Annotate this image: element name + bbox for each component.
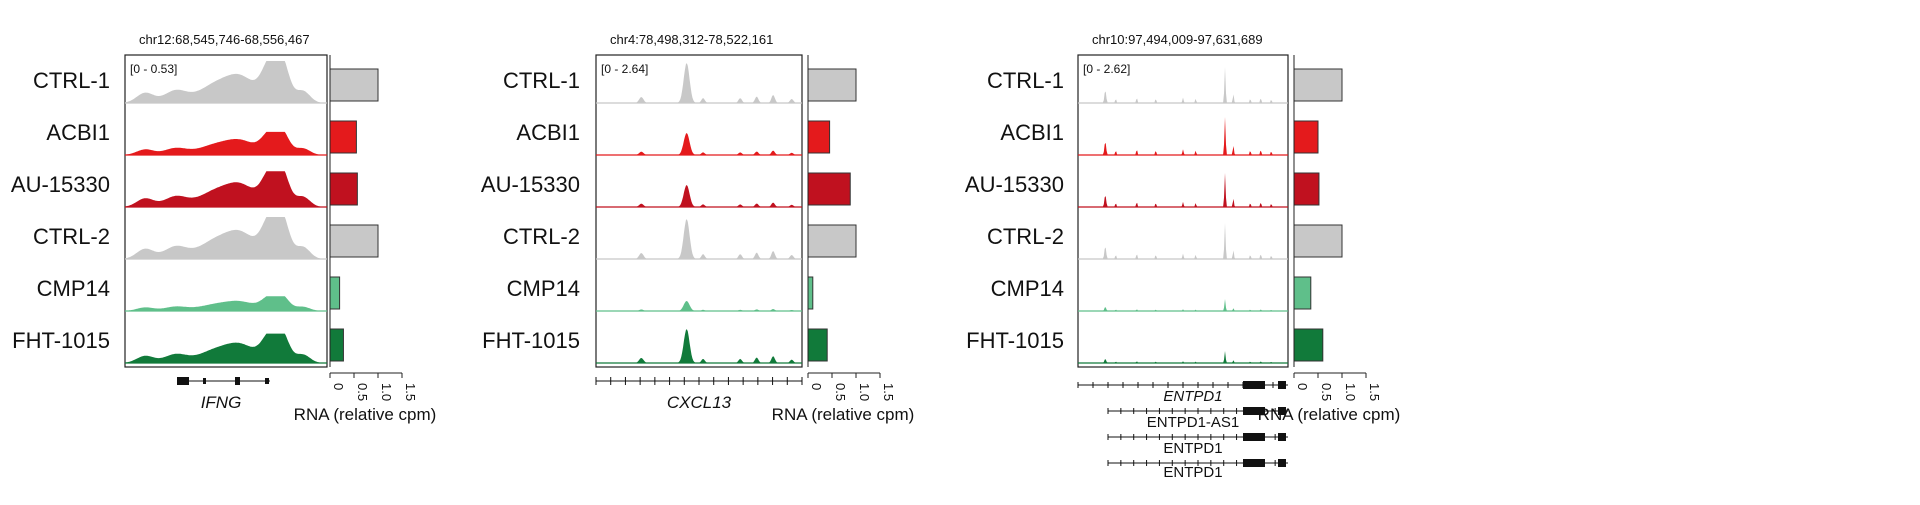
gene-exon: [235, 377, 240, 385]
sample-label: CTRL-1: [987, 68, 1064, 93]
rna-bar: [1293, 172, 1320, 206]
coverage-track: [1078, 117, 1288, 155]
sample-label: ACBI1: [46, 120, 110, 145]
gene-label: ENTPD1: [1163, 440, 1222, 457]
rna-bar: [807, 120, 831, 154]
gene-exon: [265, 378, 269, 384]
sample-label: FHT-1015: [482, 328, 580, 353]
sample-label: CTRL-2: [503, 224, 580, 249]
sample-label: CTRL-2: [987, 224, 1064, 249]
rna-bar: [1293, 120, 1319, 154]
rna-tick-label: 1.0: [857, 383, 872, 401]
coverage-track: [596, 185, 802, 207]
sample-label: FHT-1015: [12, 328, 110, 353]
gene-label: IFNG: [201, 393, 242, 412]
sample-label: ACBI1: [516, 120, 580, 145]
rna-bar: [329, 328, 344, 362]
rna-bar: [807, 224, 857, 258]
gene-label: ENTPD1: [1163, 464, 1222, 481]
sample-label: CTRL-1: [503, 68, 580, 93]
rna-tick-label: 0: [1295, 383, 1310, 390]
coverage-track: [1078, 223, 1288, 259]
rna-axis-label: RNA (relative cpm): [772, 405, 915, 424]
region-label: chr10:97,494,009-97,631,689: [1092, 32, 1263, 47]
transcript-exon-block: [1243, 433, 1265, 441]
panel-3: chr10:97,494,009-97,631,689 [0 - 2.62] CTR…: [965, 32, 1400, 481]
track-frame: [124, 54, 328, 368]
coverage-track: [596, 133, 802, 155]
region-label: chr12:68,545,746-68,556,467: [139, 32, 310, 47]
rna-bar: [807, 328, 828, 362]
rna-tick-label: 1.0: [379, 383, 394, 401]
coverage-track: [125, 217, 327, 259]
coverage-track: [596, 329, 802, 363]
rna-axis-label: RNA (relative cpm): [1258, 405, 1401, 424]
sample-label: CMP14: [37, 276, 110, 301]
rna-bar: [1293, 224, 1343, 258]
coverage-track: [596, 219, 802, 259]
rna-tick-label: 0: [331, 383, 346, 390]
transcript-exon-block: [1278, 433, 1286, 441]
rna-bar: [807, 68, 857, 102]
track-frame: [595, 54, 803, 368]
coverage-track: [125, 296, 327, 311]
coverage-track: [1078, 351, 1288, 363]
coverage-track: [596, 301, 802, 311]
rna-bar: [329, 224, 379, 258]
coverage-track: [125, 171, 327, 207]
gene-label: CXCL13: [667, 393, 732, 412]
rna-axis-label: RNA (relative cpm): [294, 405, 437, 424]
coverage-track: [125, 61, 327, 103]
gene-label: ENTPD1-AS1: [1147, 414, 1240, 431]
track-range-label: [0 - 2.64]: [601, 62, 648, 76]
gene-label: ENTPD1: [1163, 388, 1222, 405]
rna-bar: [807, 172, 851, 206]
rna-bar: [329, 120, 357, 154]
transcript-exon-block: [1278, 381, 1286, 389]
sample-label: FHT-1015: [966, 328, 1064, 353]
sample-label: CMP14: [507, 276, 580, 301]
rna-tick-label: 1.5: [1367, 383, 1382, 401]
sample-label: CMP14: [991, 276, 1064, 301]
track-range-label: [0 - 0.53]: [130, 62, 177, 76]
rna-tick-label: 0.5: [355, 383, 370, 401]
coverage-track: [125, 131, 327, 155]
rna-tick-label: 1.0: [1343, 383, 1358, 401]
track-frame: [1077, 54, 1289, 368]
rna-bar: [807, 276, 814, 310]
sample-label: AU-15330: [11, 172, 110, 197]
sample-label: AU-15330: [481, 172, 580, 197]
sample-label: ACBI1: [1000, 120, 1064, 145]
transcript-exon-block: [1243, 381, 1265, 389]
rna-tick-label: 1.5: [403, 383, 418, 401]
gene-exon: [177, 377, 189, 385]
rna-bar: [329, 68, 379, 102]
rna-tick-label: 0.5: [833, 383, 848, 401]
rna-tick-label: 1.5: [881, 383, 896, 401]
coverage-track: [1078, 299, 1288, 311]
sample-label: AU-15330: [965, 172, 1064, 197]
rna-bar: [329, 276, 341, 310]
rna-bar: [329, 172, 358, 206]
coverage-track: [125, 333, 327, 363]
rna-tick-label: 0: [809, 383, 824, 390]
region-label: chr4:78,498,312-78,522,161: [610, 32, 773, 47]
transcript-exon-block: [1243, 407, 1265, 415]
panel-2: chr4:78,498,312-78,522,161 [0 - 2.64] CTRL…: [481, 32, 914, 424]
panel-1: chr12:68,545,746-68,556,467 [0 - 0.53] CTR…: [11, 32, 436, 424]
gene-exon: [203, 378, 206, 384]
sample-label: CTRL-2: [33, 224, 110, 249]
transcript-exon-block: [1278, 407, 1286, 415]
coverage-track: [1078, 173, 1288, 207]
transcript-exon-block: [1278, 459, 1286, 467]
rna-bar: [1293, 276, 1312, 310]
sample-label: CTRL-1: [33, 68, 110, 93]
track-range-label: [0 - 2.62]: [1083, 62, 1130, 76]
rna-bar: [1293, 68, 1343, 102]
rna-tick-label: 0.5: [1319, 383, 1334, 401]
transcript-exon-block: [1243, 459, 1265, 467]
rna-bar: [1293, 328, 1324, 362]
